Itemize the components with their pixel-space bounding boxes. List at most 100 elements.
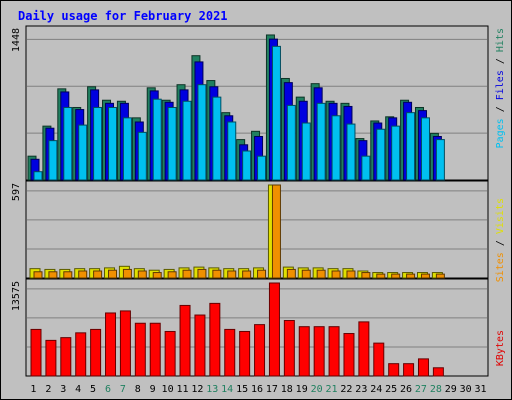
x-tick-label: 6: [105, 384, 111, 395]
bar-sites-day-2: [48, 271, 58, 279]
legend-top: Pages / Files / Hits: [495, 28, 506, 148]
x-tick-label: 10: [162, 384, 174, 395]
bar-pages-day-1: [33, 171, 43, 181]
bar-kbytes-day-26: [403, 363, 415, 377]
x-tick-label: 25: [385, 384, 397, 395]
bar-pages-day-22: [346, 123, 356, 181]
bar-kbytes-day-22: [343, 333, 355, 377]
x-axis-labels: 1 2 3 4 5 6 7 8 9 10 11 12 13 14 15 16 17 18 19 20 21 22 23 24 2…: [30, 384, 486, 395]
x-tick-label: 23: [355, 384, 367, 395]
bar-sites-day-22: [346, 270, 356, 279]
bar-kbytes-day-19: [298, 326, 310, 377]
legend-kbytes: KBytes: [495, 330, 506, 366]
bar-pages-day-8: [137, 131, 147, 181]
x-tick-label: 27: [415, 384, 427, 395]
legend-text: Sites / Visits: [495, 198, 506, 282]
bar-pages-day-26: [406, 112, 416, 181]
bar-sites-day-21: [331, 270, 341, 279]
legend-separator: /: [495, 234, 506, 252]
x-tick-label: 29: [445, 384, 457, 395]
bar-pages-day-7: [122, 117, 132, 181]
x-tick-label: 30: [460, 384, 472, 395]
bar-pages-day-13: [212, 96, 222, 181]
x-tick-label: 14: [221, 384, 233, 395]
bar-kbytes-day-13: [209, 302, 221, 377]
y-max-label: 13575: [11, 281, 22, 311]
bar-sites-day-25: [391, 273, 401, 279]
x-tick-label: 12: [191, 384, 203, 395]
bar-kbytes-day-6: [105, 312, 117, 377]
panel-visits-sites: 597: [11, 180, 489, 279]
bar-kbytes-day-3: [60, 337, 72, 377]
x-tick-label: 22: [340, 384, 352, 395]
bar-sites-day-11: [182, 269, 192, 279]
x-tick-label: 16: [251, 384, 263, 395]
bar-sites-day-6: [108, 269, 118, 279]
panel-hits-files-pages: 1448: [11, 25, 489, 181]
x-tick-label: 31: [475, 384, 487, 395]
bar-pages-day-18: [286, 104, 296, 181]
x-tick-label: 20: [311, 384, 323, 395]
bar-sites-day-10: [167, 271, 177, 279]
bar-kbytes-day-12: [194, 314, 206, 377]
legend-files: Files: [495, 70, 506, 100]
bar-sites-day-15: [242, 270, 252, 279]
bar-pages-day-9: [152, 98, 162, 181]
bar-sites-day-1: [33, 271, 43, 279]
bar-pages-day-25: [391, 125, 401, 181]
x-tick-label: 11: [176, 384, 188, 395]
legend-mid: Sites / Visits: [495, 198, 506, 282]
bar-kbytes-day-1: [30, 328, 42, 377]
legend-separator: /: [495, 100, 506, 118]
bar-pages-day-28: [435, 139, 445, 181]
legend-pages: Pages: [495, 118, 506, 148]
legend-separator: /: [495, 52, 506, 70]
bar-pages-day-5: [93, 106, 103, 181]
bar-kbytes-day-23: [358, 321, 370, 377]
x-tick-label: 17: [266, 384, 278, 395]
bar-pages-day-3: [63, 106, 73, 181]
bar-pages-day-19: [301, 122, 311, 181]
bar-pages-day-14: [227, 121, 237, 181]
bar-sites-day-5: [93, 270, 103, 279]
plot-area: [25, 180, 489, 279]
bar-kbytes-day-2: [45, 339, 57, 377]
bar-kbytes-day-5: [90, 328, 102, 377]
bar-kbytes-day-24: [373, 342, 385, 377]
bar-sites-day-17: [271, 184, 281, 279]
bar-sites-day-27: [420, 273, 430, 279]
bar-pages-day-21: [331, 115, 341, 181]
bar-sites-day-28: [435, 273, 445, 279]
bar-sites-day-13: [212, 269, 222, 279]
legend-bottom: KBytes: [495, 330, 506, 366]
bar-kbytes-day-21: [328, 326, 340, 377]
x-tick-label: 2: [45, 384, 51, 395]
bar-kbytes-day-27: [417, 358, 429, 377]
x-tick-label: 24: [370, 384, 382, 395]
bar-sites-day-14: [227, 270, 237, 279]
bar-pages-day-16: [257, 155, 267, 181]
bar-pages-day-11: [182, 100, 192, 181]
bar-kbytes-day-9: [149, 322, 161, 377]
bar-pages-day-15: [242, 150, 252, 181]
bar-kbytes-day-7: [119, 310, 131, 377]
x-tick-label: 5: [90, 384, 96, 395]
x-tick-label: 13: [206, 384, 218, 395]
x-tick-label: 28: [430, 384, 442, 395]
x-tick-label: 19: [296, 384, 308, 395]
x-tick-label: 1: [30, 384, 36, 395]
chart-title: Daily usage for February 2021: [18, 9, 228, 23]
x-tick-label: 3: [60, 384, 66, 395]
bar-kbytes-day-8: [134, 322, 146, 377]
legend-text: KBytes: [495, 330, 506, 366]
x-tick-label: 21: [325, 384, 337, 395]
bar-sites-day-8: [137, 270, 147, 279]
bar-sites-day-24: [376, 273, 386, 279]
bar-pages-day-23: [361, 155, 371, 181]
bar-pages-day-24: [376, 128, 386, 181]
bar-pages-day-10: [167, 106, 177, 181]
legend-text: Pages / Files / Hits: [495, 28, 506, 148]
bar-pages-day-17: [271, 45, 281, 181]
bar-sites-day-7: [122, 268, 132, 279]
bar-kbytes-day-15: [239, 330, 251, 377]
